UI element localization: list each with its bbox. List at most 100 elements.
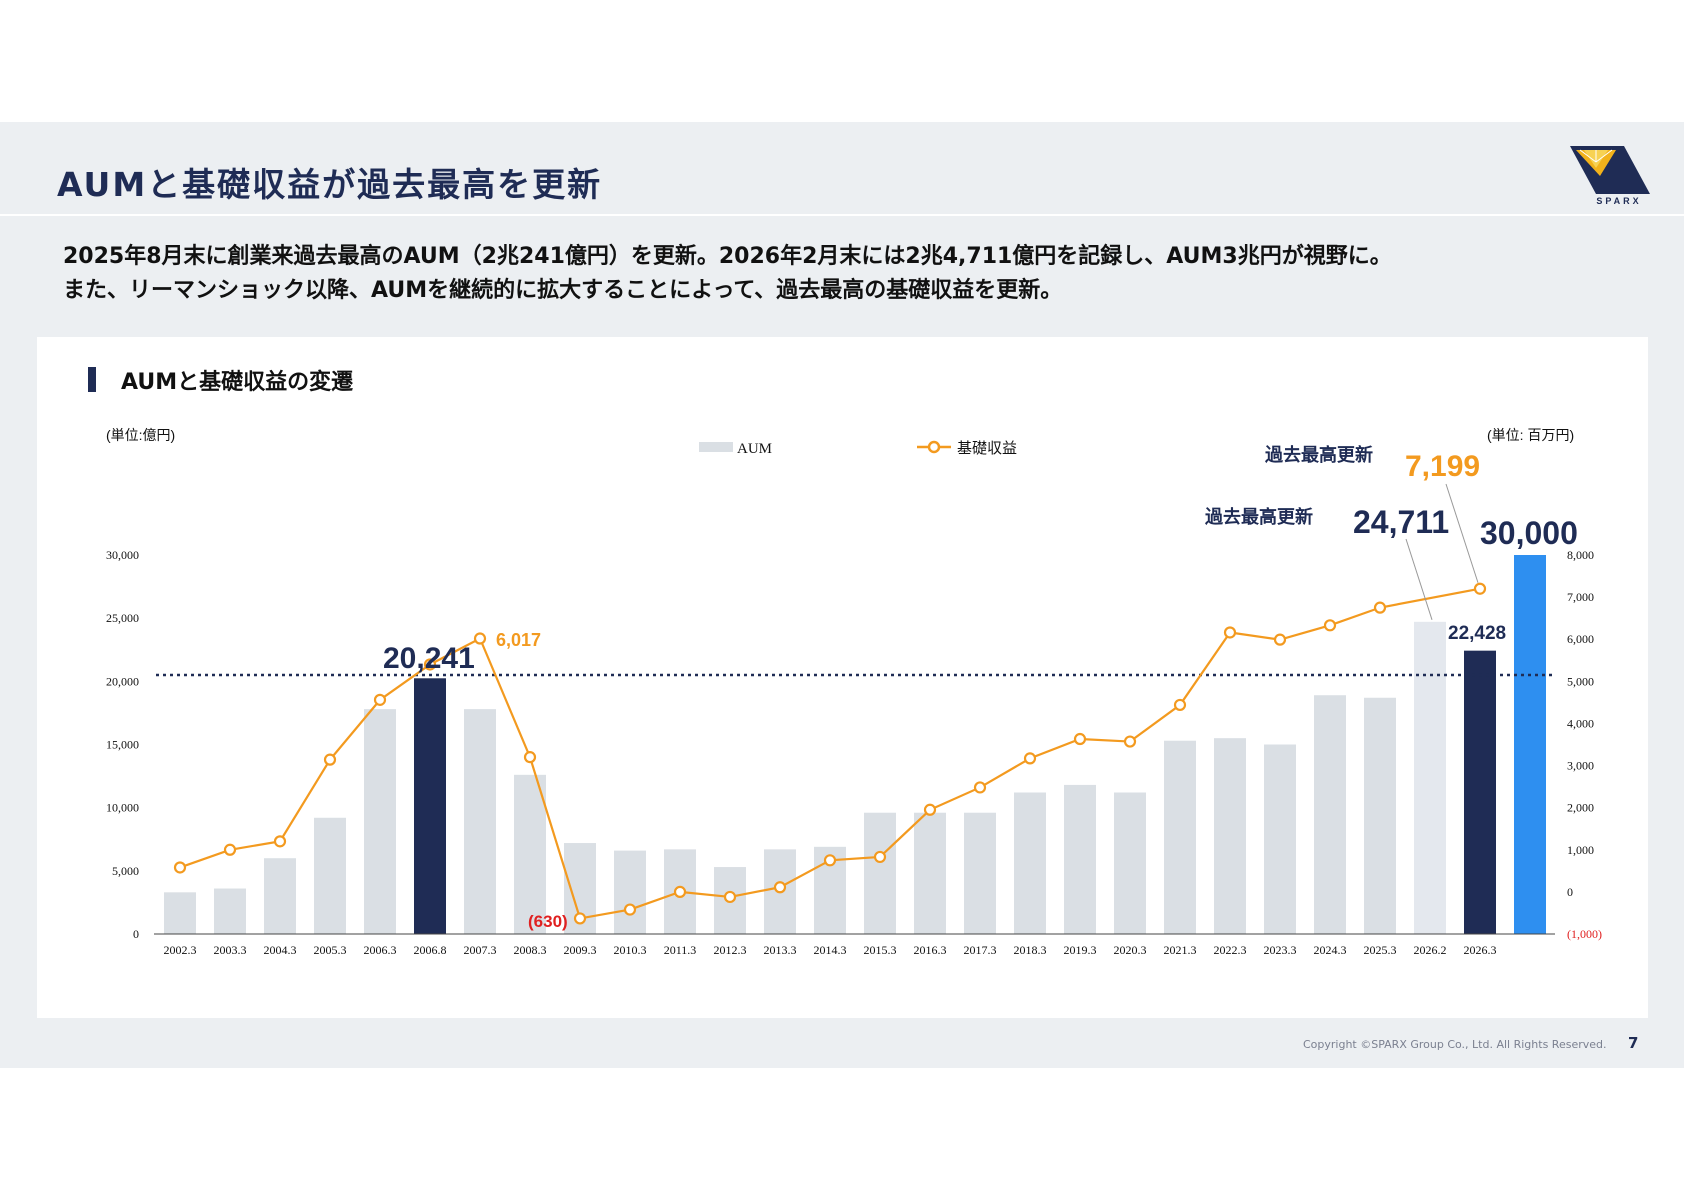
income-point bbox=[973, 781, 987, 794]
aum-bar bbox=[1314, 695, 1346, 934]
right-tick-label: 6,000 bbox=[1567, 632, 1594, 646]
income-line bbox=[179, 587, 1481, 920]
income-point bbox=[773, 881, 787, 894]
aum-bar bbox=[614, 850, 646, 934]
aum-bar bbox=[1114, 792, 1146, 934]
record-label-income: 過去最高更新 bbox=[1265, 444, 1373, 466]
category-label: 2010.3 bbox=[614, 943, 647, 957]
income-2026-leader bbox=[1445, 483, 1479, 583]
category-label: 2008.3 bbox=[514, 943, 547, 957]
aum-bar bbox=[864, 812, 896, 934]
left-tick-label: 30,000 bbox=[106, 548, 139, 562]
income-point bbox=[273, 835, 287, 848]
income-point bbox=[1023, 752, 1037, 765]
income-point bbox=[1473, 582, 1487, 595]
left-axis-unit: (単位:億円) bbox=[106, 427, 175, 443]
category-label: 2014.3 bbox=[814, 943, 847, 957]
aum-bar bbox=[1214, 738, 1246, 934]
category-label: 2004.3 bbox=[264, 943, 297, 957]
income-point bbox=[823, 854, 837, 867]
right-tick-label: (1,000) bbox=[1567, 927, 1602, 941]
lead-line-2: また、リーマンショック以降、AUMを継続的に拡大することによって、過去最高の基礎… bbox=[63, 278, 1063, 303]
income-2026-label: 7,199 bbox=[1405, 450, 1480, 483]
aum-bar bbox=[964, 812, 996, 934]
aum-bar bbox=[214, 888, 246, 934]
income-2009-label: (630) bbox=[528, 912, 568, 931]
aum-bar bbox=[1164, 740, 1196, 934]
aum-target-label: 30,000 bbox=[1480, 515, 1578, 551]
income-2007-label: 6,017 bbox=[496, 630, 541, 650]
income-point bbox=[323, 753, 337, 766]
income-point bbox=[173, 861, 187, 874]
lead-line-1: 2025年8月末に創業来過去最高のAUM（2兆241億円）を更新。2026年2月… bbox=[63, 244, 1392, 269]
aum-2026-2-leader bbox=[1405, 538, 1433, 620]
section-marker bbox=[88, 367, 96, 392]
aum-bar bbox=[364, 709, 396, 934]
income-point bbox=[1323, 619, 1337, 632]
aum-bar bbox=[1464, 650, 1496, 934]
aum-bar bbox=[914, 812, 946, 934]
aum-bar bbox=[1364, 697, 1396, 934]
category-label: 2003.3 bbox=[214, 943, 247, 957]
category-label: 2015.3 bbox=[864, 943, 897, 957]
income-point bbox=[923, 803, 937, 816]
right-tick-label: 3,000 bbox=[1567, 759, 1594, 773]
category-label: 2005.3 bbox=[314, 943, 347, 957]
income-point bbox=[623, 903, 637, 916]
income-point bbox=[723, 890, 737, 904]
category-label: 2018.3 bbox=[1014, 943, 1047, 957]
right-tick-label: 5,000 bbox=[1567, 674, 1594, 688]
category-label: 2019.3 bbox=[1064, 943, 1097, 957]
right-tick-label: 2,000 bbox=[1567, 801, 1594, 815]
income-point bbox=[1373, 601, 1387, 614]
right-tick-label: 8,000 bbox=[1567, 548, 1594, 562]
category-label: 2009.3 bbox=[564, 943, 597, 957]
income-point bbox=[473, 632, 487, 645]
income-point bbox=[573, 912, 587, 925]
income-point bbox=[873, 850, 887, 864]
income-point bbox=[1123, 735, 1137, 748]
category-label: 2011.3 bbox=[664, 943, 697, 957]
category-label: 2022.3 bbox=[1214, 943, 1247, 957]
aum-bar bbox=[164, 892, 196, 934]
copyright: Copyright ©SPARX Group Co., Ltd. All Rig… bbox=[1303, 1038, 1607, 1051]
aum-bar bbox=[414, 678, 446, 934]
category-label: 2002.3 bbox=[164, 943, 197, 957]
left-tick-label: 0 bbox=[133, 927, 139, 941]
aum-2006-label: 20,241 bbox=[383, 642, 475, 675]
aum-target-bar bbox=[1514, 555, 1546, 934]
aum-bar bbox=[514, 774, 546, 934]
logo-text: SPARX bbox=[1596, 196, 1641, 204]
left-tick-label: 15,000 bbox=[106, 738, 139, 752]
aum-bar bbox=[314, 817, 346, 934]
category-label: 2021.3 bbox=[1164, 943, 1197, 957]
income-point bbox=[523, 751, 537, 764]
sparx-logo: SPARX bbox=[1570, 146, 1650, 204]
aum-bar bbox=[464, 709, 496, 934]
category-label: 2023.3 bbox=[1264, 943, 1297, 957]
right-tick-label: 4,000 bbox=[1567, 716, 1594, 730]
aum-bar bbox=[1264, 744, 1296, 934]
record-label-aum: 過去最高更新 bbox=[1205, 506, 1313, 528]
legend-aum-label: AUM bbox=[737, 441, 772, 457]
left-tick-label: 20,000 bbox=[106, 674, 139, 688]
category-label: 2024.3 bbox=[1314, 943, 1347, 957]
income-point bbox=[223, 843, 237, 856]
category-label: 2012.3 bbox=[714, 943, 747, 957]
income-point bbox=[373, 693, 387, 706]
category-label: 2013.3 bbox=[764, 943, 797, 957]
category-label: 2016.3 bbox=[914, 943, 947, 957]
right-tick-label: 7,000 bbox=[1567, 590, 1594, 604]
left-tick-label: 10,000 bbox=[106, 801, 139, 815]
income-point bbox=[1173, 698, 1187, 712]
right-tick-label: 1,000 bbox=[1567, 843, 1594, 857]
category-label: 2007.3 bbox=[464, 943, 497, 957]
legend-income-label: 基礎収益 bbox=[957, 440, 1017, 457]
right-axis-unit: (単位: 百万円) bbox=[1487, 427, 1574, 443]
category-label: 2017.3 bbox=[964, 943, 997, 957]
category-label: 2026.3 bbox=[1464, 943, 1497, 957]
category-label: 2006.3 bbox=[364, 943, 397, 957]
income-point bbox=[1273, 633, 1287, 646]
left-tick-label: 25,000 bbox=[106, 611, 139, 625]
